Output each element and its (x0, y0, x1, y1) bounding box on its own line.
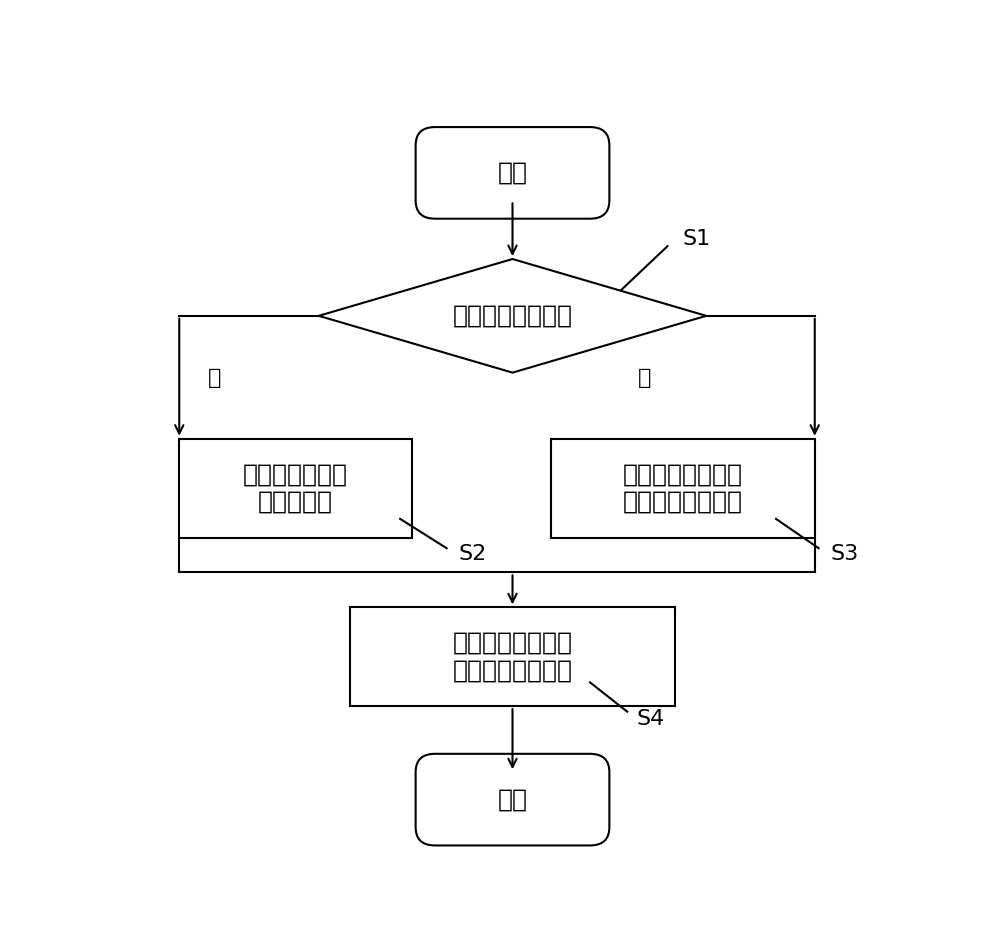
Text: 否: 否 (638, 368, 651, 388)
Text: S2: S2 (458, 544, 486, 565)
Text: S1: S1 (683, 228, 711, 248)
Text: 根据等压线所处位
置提取槽点和脊点: 根据等压线所处位 置提取槽点和脊点 (623, 462, 743, 514)
Text: 结束: 结束 (498, 787, 528, 812)
Text: 是: 是 (207, 368, 221, 388)
Text: 开始: 开始 (498, 161, 528, 185)
Text: 等压线为闭合曲线: 等压线为闭合曲线 (452, 304, 572, 327)
Bar (551, 439, 815, 538)
Bar (179, 439, 412, 538)
Text: S3: S3 (830, 544, 858, 565)
Text: 追踪槽点和脊点并
连接出槽线和脊线: 追踪槽点和脊点并 连接出槽线和脊线 (452, 631, 572, 683)
Bar (350, 607, 675, 706)
Text: S4: S4 (637, 709, 665, 729)
FancyBboxPatch shape (416, 127, 609, 219)
FancyBboxPatch shape (416, 754, 609, 845)
Text: 通过弦切法提取
槽点和脊点: 通过弦切法提取 槽点和脊点 (243, 462, 348, 514)
Polygon shape (319, 259, 706, 372)
